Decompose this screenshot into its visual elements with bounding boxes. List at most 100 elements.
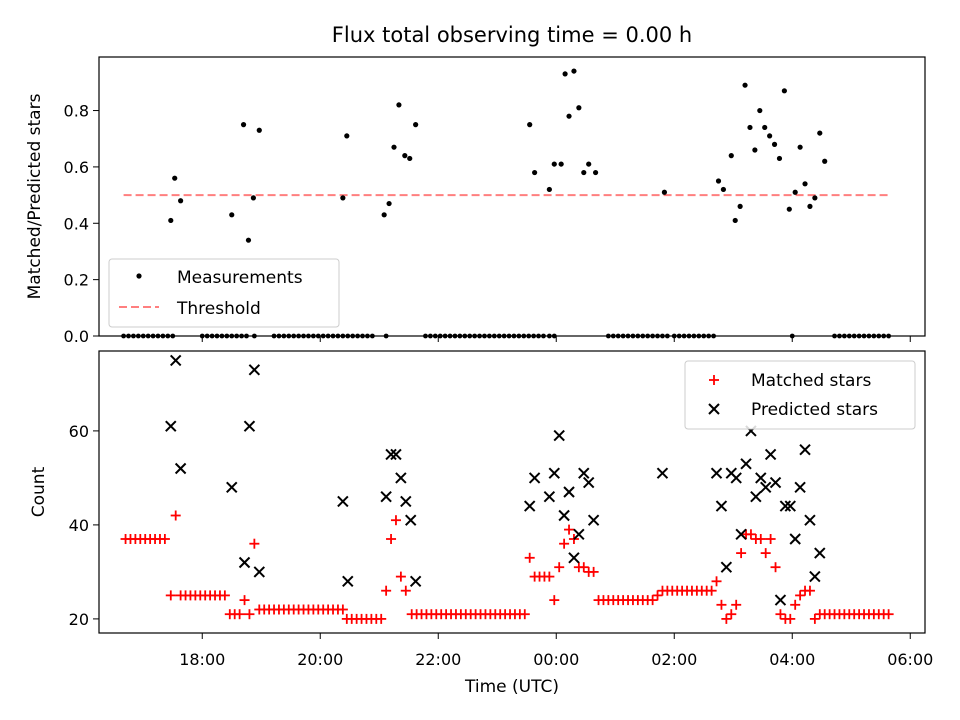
legend-predicted-label: Predicted stars [751,400,878,420]
predicted-star-point [400,495,412,508]
matched-star-point [726,609,737,620]
predicted-star-point [405,514,417,526]
matched-star-point [400,585,411,596]
bottom-axes: 20 40 60 18:00 20:00 22:00 00:00 02:00 04:00 06:0… [69,422,934,669]
top-plot: 0.00.20.40.60.8 Matched/Predicted stars … [25,56,926,346]
predicted-star-point [165,420,177,432]
measurement-point [178,198,184,204]
predicted-star-point [174,462,187,475]
measurement-point [551,161,557,167]
top-ytick-label: 0.4 [64,214,89,233]
measurement-point [802,181,808,187]
matched-star-point [795,590,806,601]
measurement-point [381,212,387,218]
predicted-star-point [774,594,787,606]
measurement-point [771,141,778,147]
x-marker-b [174,462,187,475]
bottom-data [120,354,894,624]
x-marker-b [243,420,256,432]
x-marker-b [779,500,792,512]
measurement-point [757,107,763,114]
predicted-star-point [528,472,541,484]
matched-star-point [760,548,771,559]
matched-star-point [785,613,796,624]
measurement-point [737,203,743,209]
predicted-star-point [342,575,354,588]
predicted-star-point [769,476,782,489]
x-marker-b [553,429,565,442]
matched-star-point [564,524,575,535]
matched-star-point [745,529,756,540]
matched-star-point [381,585,392,596]
x-marker-b [587,514,600,526]
x-marker-b [774,594,787,606]
top-ytick-label: 0.8 [64,102,89,121]
x-marker-b [755,472,767,484]
x-marker-b [769,476,782,489]
predicted-star-point [543,490,556,503]
measurement-point [402,153,408,159]
legend-matched-label: Matched stars [751,371,871,391]
x-marker-b [740,458,752,470]
matched-star-point [716,599,727,610]
measurement-point [168,217,174,224]
measurement-point [807,203,813,209]
x-marker-b [656,467,669,479]
bottom-xtick-label: 00:00 [533,650,579,669]
measurement-point [576,105,582,111]
measurement-point [792,189,798,195]
measurement-point [728,153,734,159]
predicted-star-point [226,481,238,494]
measurement-point [566,113,572,119]
top-legend-box [108,258,340,328]
measurement-point [407,155,413,162]
measurement-point [817,130,823,136]
measurement-point [391,144,397,150]
measurement-point [776,155,783,162]
matched-star-point [159,534,170,544]
predicted-star-point [238,556,251,569]
matched-star-point [775,609,786,620]
measurement-point [742,82,748,88]
matched-star-point [736,548,747,559]
measurement-point [245,237,252,243]
predicted-star-point [548,467,560,479]
measurement-point [732,217,738,224]
x-marker-b [169,354,182,367]
x-marker-b [814,547,826,559]
bottom-xtick-label: 06:00 [887,650,933,669]
measurement-point [762,124,768,131]
x-marker-b [385,448,397,461]
predicted-star-point [563,486,575,498]
matched-star-point [519,609,530,620]
predicted-star-point [710,467,723,479]
predicted-star-point [794,481,806,494]
matched-star-point [721,613,732,624]
predicted-star-point [750,490,762,503]
predicted-star-point [789,533,801,545]
top-ytick-label: 0.6 [64,158,89,177]
x-marker-b [165,420,177,432]
predicted-star-point [568,552,580,564]
measurement-point [172,175,178,181]
measurement-point [767,133,773,139]
x-marker-b [750,490,762,503]
matched-star-point [755,534,766,544]
predicted-star-point [390,448,402,461]
x-marker-b [548,467,560,479]
predicted-star-point [337,495,349,508]
bottom-plot-frame [98,350,926,634]
measurement-point [715,178,722,184]
matched-star-point [386,534,397,544]
measurement-point [396,102,402,108]
predicted-star-point [814,547,826,559]
matched-star-point [588,566,599,577]
x-marker-b [400,495,412,508]
x-marker-b [253,566,265,578]
matched-star-point [559,538,570,549]
measurement-point [558,161,564,167]
x-marker-b [759,481,772,494]
predicted-star-point [784,500,796,512]
bottom-plot: 20 40 60 18:00 20:00 22:00 00:00 02:00 04:00 06:0… [29,350,934,697]
bottom-ytick-label: 20 [69,610,89,629]
